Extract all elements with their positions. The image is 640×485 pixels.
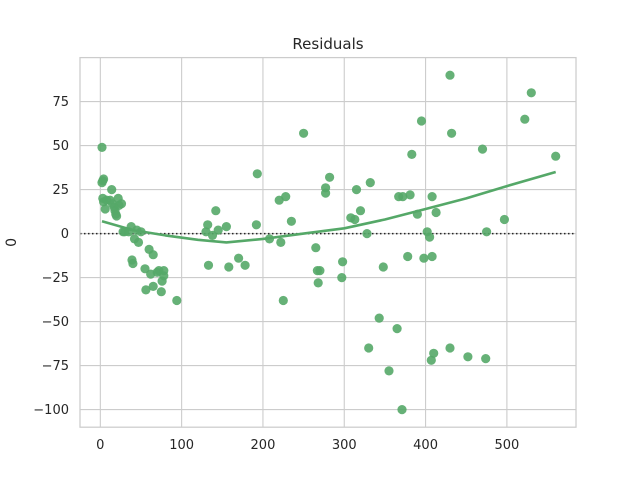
residual-point [128, 258, 138, 269]
residual-point [551, 151, 561, 161]
residual-point [133, 237, 144, 247]
residual-point [321, 183, 331, 193]
y-tick-labels: 75 50 25 0 −25 −50 −75 −100 [33, 95, 69, 418]
residual-point [141, 285, 151, 295]
residual-point [397, 405, 407, 415]
x-tick-label: 300 [332, 438, 357, 453]
residual-point [313, 278, 323, 288]
residual-point [481, 354, 491, 364]
y-tick-label: 50 [52, 139, 69, 154]
residual-point [299, 128, 309, 138]
residual-point [156, 287, 166, 297]
residual-point [365, 178, 375, 188]
residual-point [482, 227, 492, 237]
residual-point [240, 260, 250, 270]
residual-point [315, 266, 325, 276]
residual-point [351, 185, 362, 195]
residual-point [364, 343, 374, 353]
y-tick-label: −25 [42, 271, 69, 286]
chart-title: Residuals [292, 35, 363, 53]
residual-point [355, 206, 366, 216]
residual-point [112, 211, 122, 221]
residual-point [427, 251, 437, 262]
x-tick-label: 100 [169, 438, 194, 453]
residual-points [97, 70, 561, 415]
residual-point [252, 169, 262, 179]
y-tick-label: −50 [42, 315, 69, 330]
residual-point [276, 237, 286, 247]
residual-point [378, 262, 388, 272]
residual-point [97, 178, 107, 188]
residual-point [337, 273, 347, 283]
x-tick-label: 0 [96, 438, 104, 453]
residual-point [463, 352, 473, 362]
residual-point [224, 262, 234, 272]
residual-point [148, 250, 158, 260]
residual-point [425, 232, 435, 242]
residual-point [203, 220, 213, 230]
residual-point [251, 220, 261, 230]
residual-point [477, 144, 488, 154]
lowess-trend-line [101, 170, 557, 244]
x-tick-label: 500 [494, 438, 519, 453]
residual-point [278, 295, 288, 306]
residual-point [416, 116, 427, 126]
residual-point [405, 190, 415, 200]
residual-point [362, 229, 372, 239]
residual-point [350, 214, 360, 225]
residual-point [97, 142, 107, 152]
residual-point [172, 295, 182, 306]
residual-point [325, 172, 335, 182]
residual-point [407, 149, 417, 159]
residual-point [403, 251, 413, 262]
plot-area [80, 57, 576, 428]
residual-point [429, 348, 439, 358]
residual-point [281, 192, 291, 202]
residual-point [213, 225, 223, 235]
residual-point [431, 207, 441, 218]
residual-point [107, 185, 117, 195]
residual-point [286, 216, 296, 226]
y-tick-label: 75 [52, 95, 69, 110]
y-tick-label: 25 [52, 183, 69, 198]
y-axis-label: 0 [4, 238, 20, 247]
residual-point [203, 260, 214, 270]
y-tick-label: 0 [61, 227, 69, 242]
x-tick-label: 400 [413, 438, 438, 453]
x-tick-labels: 0 100 200 300 400 500 [96, 438, 519, 453]
residual-point [116, 199, 127, 209]
residual-point [419, 253, 429, 263]
residual-point [221, 222, 231, 232]
residual-point [338, 257, 348, 267]
y-tick-label: −100 [33, 403, 69, 418]
residual-point [392, 324, 402, 334]
residual-point [374, 313, 384, 323]
residual-point [234, 253, 244, 263]
residual-point [398, 192, 408, 202]
y-tick-label: −75 [42, 359, 69, 374]
residual-point [520, 114, 530, 124]
residual-point [445, 70, 455, 80]
x-tick-label: 200 [251, 438, 276, 453]
residual-point [159, 266, 169, 276]
residual-point [148, 281, 158, 291]
residual-point [426, 355, 436, 365]
residual-point [445, 343, 455, 353]
residual-point [427, 192, 437, 202]
residual-point [311, 243, 321, 253]
residual-point [211, 206, 221, 216]
residual-point [526, 88, 536, 98]
residual-point [499, 214, 509, 225]
residual-point [384, 366, 394, 376]
residual-point [447, 128, 457, 138]
residual-point [100, 204, 110, 214]
plot-frame [79, 56, 577, 428]
